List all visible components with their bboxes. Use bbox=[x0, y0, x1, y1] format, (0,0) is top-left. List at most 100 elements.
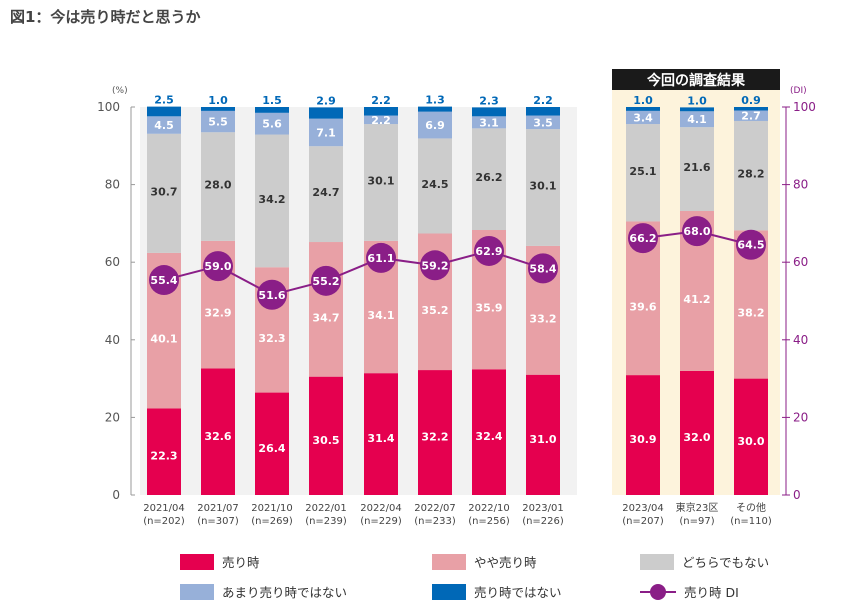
category-sublabel: (n=97) bbox=[679, 516, 714, 527]
bar-value-label: 31.4 bbox=[367, 432, 394, 445]
highlight-banner bbox=[612, 69, 780, 90]
legend-label: 売り時 DI bbox=[684, 585, 739, 600]
bar-value-label: 26.2 bbox=[475, 171, 502, 184]
category-sublabel: (n=307) bbox=[197, 516, 239, 527]
di-marker bbox=[474, 235, 504, 266]
bar-value-label: 28.2 bbox=[737, 168, 764, 181]
di-value-label: 62.9 bbox=[475, 245, 502, 258]
category-label: 2022/04 bbox=[360, 503, 402, 514]
bar-segment bbox=[309, 107, 343, 119]
di-value-label: 58.4 bbox=[529, 262, 556, 275]
bar-value-label: 32.4 bbox=[475, 430, 502, 443]
right-tick-label: 100 bbox=[793, 100, 816, 114]
bar-segment bbox=[255, 134, 289, 268]
bar-segment bbox=[201, 132, 235, 241]
bar-value-label: 7.1 bbox=[316, 126, 336, 139]
bar-value-label: 31.0 bbox=[529, 433, 556, 446]
di-value-label: 68.0 bbox=[683, 225, 710, 238]
bar-segment bbox=[526, 374, 560, 495]
bar-value-label: 30.5 bbox=[312, 434, 339, 447]
bar-value-label: 38.2 bbox=[737, 306, 764, 319]
di-value-label: 66.2 bbox=[629, 232, 656, 245]
bar-segment bbox=[309, 146, 343, 243]
di-value-label: 51.6 bbox=[258, 289, 285, 302]
right-tick-label: 0 bbox=[793, 488, 801, 502]
bar-value-label: 4.1 bbox=[687, 113, 707, 126]
legend-swatch bbox=[180, 554, 214, 570]
bar-segment bbox=[626, 107, 660, 111]
di-marker bbox=[203, 251, 233, 282]
bar-value-label: 35.9 bbox=[475, 302, 502, 315]
bar-segment bbox=[472, 128, 506, 230]
legend-label: 売り時 bbox=[222, 555, 260, 570]
bar-value-label: 24.7 bbox=[312, 186, 339, 199]
category-label: その他 bbox=[736, 501, 766, 514]
bar-value-label: 3.1 bbox=[479, 116, 499, 129]
bar-value-label: 2.5 bbox=[154, 94, 174, 107]
figure-title: 図1：今は売り時だと思うか bbox=[10, 8, 201, 26]
category-label: 2023/01 bbox=[522, 503, 564, 514]
bar-value-label: 4.5 bbox=[154, 119, 174, 132]
bar-value-label: 30.7 bbox=[150, 185, 177, 198]
bar-segment bbox=[147, 116, 181, 134]
left-tick-label: 80 bbox=[105, 178, 120, 192]
bar-value-label: 26.4 bbox=[258, 442, 285, 455]
category-sublabel: (n=226) bbox=[522, 516, 564, 527]
legend-swatch bbox=[180, 584, 214, 600]
bar-segment bbox=[680, 370, 714, 495]
bar-value-label: 25.1 bbox=[629, 165, 656, 178]
legend-swatch bbox=[432, 584, 466, 600]
bar-value-label: 32.0 bbox=[683, 431, 710, 444]
bar-value-label: 28.0 bbox=[204, 179, 231, 192]
bar-value-label: 2.3 bbox=[479, 94, 499, 107]
bar-value-label: 32.6 bbox=[204, 430, 231, 443]
left-tick-label: 60 bbox=[105, 255, 120, 269]
bar-value-label: 22.3 bbox=[150, 450, 177, 463]
category-sublabel: (n=110) bbox=[730, 516, 772, 527]
bar-segment bbox=[472, 116, 506, 129]
highlight-banner-label: 今回の調査結果 bbox=[646, 72, 746, 89]
bar-value-label: 30.1 bbox=[529, 180, 556, 193]
bar-value-label: 2.2 bbox=[371, 114, 391, 127]
bar-segment bbox=[418, 111, 452, 139]
bar-segment bbox=[472, 107, 506, 117]
bar-segment bbox=[734, 120, 768, 231]
bar-value-label: 34.7 bbox=[312, 311, 339, 324]
di-value-label: 61.1 bbox=[367, 252, 394, 265]
bar-segment bbox=[309, 376, 343, 495]
category-label: 2021/07 bbox=[197, 503, 239, 514]
bar-value-label: 2.2 bbox=[371, 94, 391, 107]
legend-label: あまり売り時ではない bbox=[222, 585, 347, 600]
left-tick-label: 0 bbox=[112, 488, 120, 502]
bar-value-label: 30.9 bbox=[629, 433, 656, 446]
bar-value-label: 39.6 bbox=[629, 300, 656, 313]
di-value-label: 59.2 bbox=[421, 259, 448, 272]
bar-value-label: 30.0 bbox=[737, 435, 764, 448]
legend-swatch bbox=[640, 554, 674, 570]
bar-segment bbox=[626, 375, 660, 495]
bar-value-label: 2.7 bbox=[741, 110, 761, 123]
bar-value-label: 1.0 bbox=[633, 94, 653, 107]
di-marker bbox=[311, 265, 341, 296]
bar-value-label: 33.2 bbox=[529, 312, 556, 325]
right-tick-label: 60 bbox=[793, 255, 808, 269]
bar-value-label: 1.0 bbox=[687, 94, 707, 107]
bar-value-label: 32.2 bbox=[421, 431, 448, 444]
di-marker bbox=[682, 216, 712, 247]
category-sublabel: (n=229) bbox=[360, 516, 402, 527]
right-tick-label: 80 bbox=[793, 178, 808, 192]
bar-value-label: 24.5 bbox=[421, 178, 448, 191]
bar-value-label: 0.9 bbox=[741, 94, 761, 107]
bar-segment bbox=[147, 408, 181, 495]
di-marker bbox=[366, 242, 396, 273]
bar-value-label: 1.5 bbox=[262, 94, 282, 107]
bar-segment bbox=[147, 106, 181, 117]
bar-segment bbox=[626, 124, 660, 222]
right-tick-label: 40 bbox=[793, 333, 808, 347]
di-value-label: 55.4 bbox=[150, 274, 177, 287]
category-label: 2023/04 bbox=[622, 503, 664, 514]
bar-segment bbox=[680, 107, 714, 112]
legend-swatch bbox=[432, 554, 466, 570]
bar-value-label: 2.2 bbox=[533, 94, 553, 107]
category-label: 2021/04 bbox=[143, 503, 185, 514]
